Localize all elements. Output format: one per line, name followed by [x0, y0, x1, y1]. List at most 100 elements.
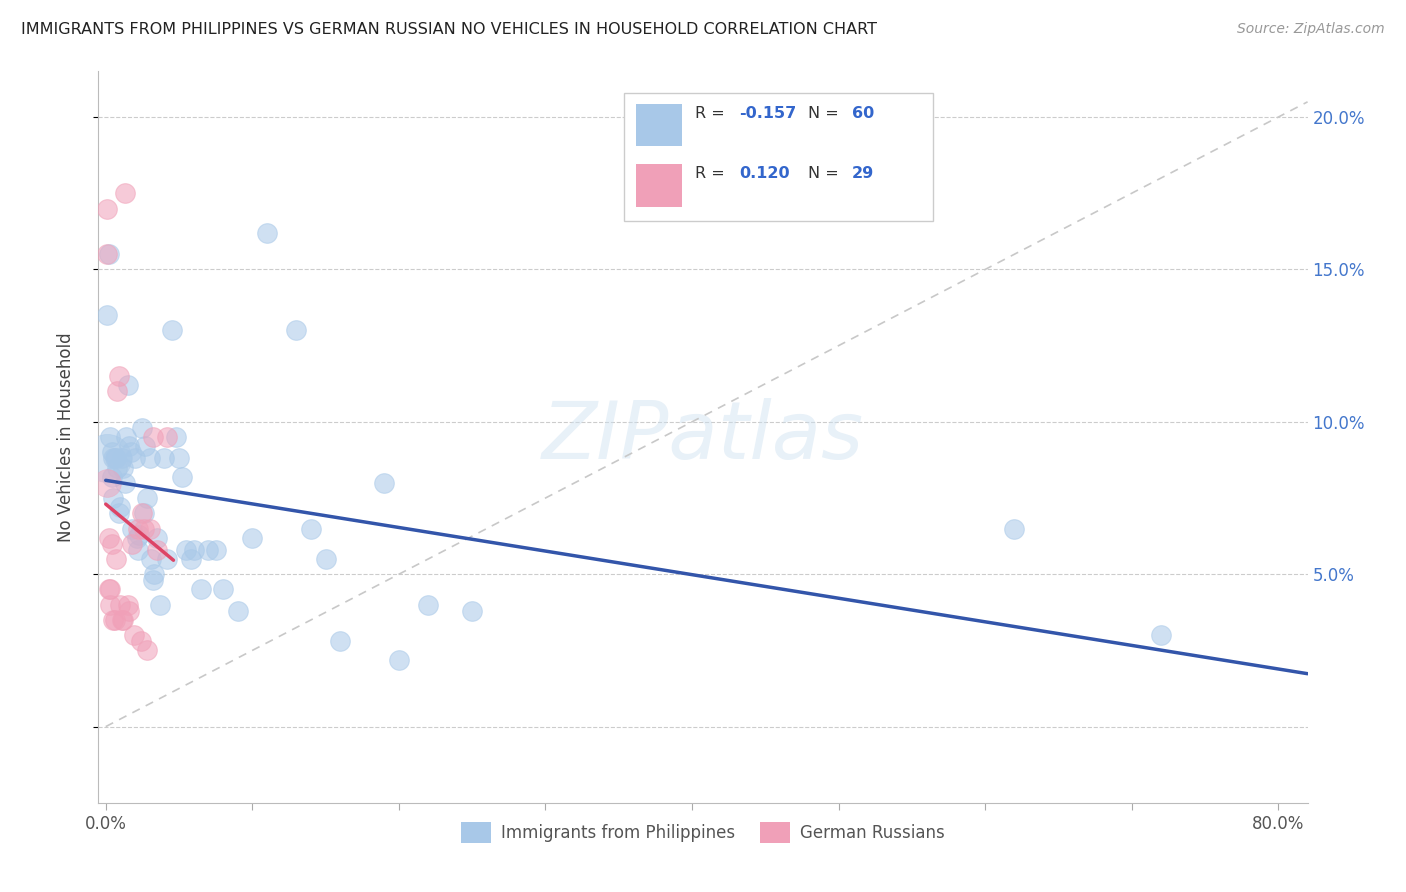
Point — [176, 542, 198, 557]
Point — [197, 542, 219, 557]
Point — [103, 613, 125, 627]
Point — [461, 604, 484, 618]
Point — [97, 247, 120, 261]
Point — [131, 506, 153, 520]
Point — [108, 369, 131, 384]
Text: 60: 60 — [852, 106, 875, 121]
Point — [418, 598, 440, 612]
Point — [190, 582, 212, 597]
Point — [108, 506, 131, 520]
Text: N =: N = — [808, 106, 844, 121]
Point — [160, 323, 183, 337]
Text: IMMIGRANTS FROM PHILIPPINES VS GERMAN RUSSIAN NO VEHICLES IN HOUSEHOLD CORRELATI: IMMIGRANTS FROM PHILIPPINES VS GERMAN RU… — [21, 22, 877, 37]
Point — [212, 582, 235, 597]
Point — [204, 542, 226, 557]
Point — [105, 552, 128, 566]
Point — [100, 537, 122, 551]
Point — [97, 531, 120, 545]
Point — [138, 521, 160, 535]
Point — [111, 613, 134, 627]
Point — [107, 384, 129, 399]
Point — [315, 552, 337, 566]
Point — [240, 531, 263, 545]
Point — [373, 475, 395, 490]
Point — [110, 500, 132, 515]
Point — [112, 613, 135, 627]
Text: -0.157: -0.157 — [740, 106, 797, 121]
Point — [127, 521, 149, 535]
Point — [149, 598, 172, 612]
Point — [96, 308, 118, 322]
Point — [101, 613, 124, 627]
Point — [98, 430, 121, 444]
Point — [118, 604, 141, 618]
Text: R =: R = — [695, 106, 730, 121]
Point — [100, 469, 122, 483]
Point — [256, 226, 278, 240]
Point — [115, 430, 138, 444]
Point — [117, 378, 139, 392]
Point — [329, 634, 352, 648]
Point — [103, 451, 125, 466]
Point — [96, 451, 118, 466]
Point — [132, 521, 155, 535]
Point — [146, 531, 169, 545]
Text: 29: 29 — [852, 166, 875, 181]
Point — [1004, 521, 1026, 535]
Point — [96, 475, 118, 490]
Text: R =: R = — [695, 166, 734, 181]
FancyBboxPatch shape — [624, 94, 932, 221]
Point — [132, 506, 155, 520]
Point — [100, 445, 122, 459]
Point — [153, 451, 176, 466]
Point — [121, 537, 143, 551]
Point — [134, 439, 156, 453]
Point — [183, 542, 205, 557]
Point — [111, 451, 134, 466]
Point — [299, 521, 322, 535]
Text: 0.120: 0.120 — [740, 166, 790, 181]
Point — [121, 521, 143, 535]
Point — [226, 604, 249, 618]
Point — [117, 598, 139, 612]
Point — [112, 460, 135, 475]
Text: ZIPatlas: ZIPatlas — [541, 398, 865, 476]
Point — [156, 430, 179, 444]
Point — [127, 542, 149, 557]
Text: Source: ZipAtlas.com: Source: ZipAtlas.com — [1237, 22, 1385, 37]
Point — [124, 451, 146, 466]
Point — [107, 460, 129, 475]
Point — [98, 598, 121, 612]
Point — [96, 247, 118, 261]
Point — [114, 475, 136, 490]
Point — [122, 628, 145, 642]
Legend: Immigrants from Philippines, German Russians: Immigrants from Philippines, German Russ… — [454, 815, 952, 849]
Point — [156, 552, 179, 566]
Point — [170, 469, 193, 483]
Point — [129, 634, 152, 648]
Point — [120, 445, 142, 459]
Point — [180, 552, 202, 566]
Point — [118, 439, 141, 453]
Point — [138, 451, 160, 466]
Point — [96, 202, 118, 216]
Text: N =: N = — [808, 166, 844, 181]
Point — [128, 527, 150, 541]
Point — [135, 491, 157, 505]
Point — [141, 552, 163, 566]
Point — [143, 567, 166, 582]
Point — [167, 451, 190, 466]
Point — [388, 652, 411, 666]
Point — [285, 323, 308, 337]
Point — [1150, 628, 1173, 642]
Point — [146, 542, 169, 557]
Point — [125, 531, 148, 545]
Point — [98, 582, 121, 597]
Point — [101, 451, 124, 466]
Point — [114, 186, 136, 201]
Point — [142, 574, 165, 588]
Point — [97, 582, 120, 597]
Point — [135, 643, 157, 657]
FancyBboxPatch shape — [637, 103, 682, 146]
Point — [165, 430, 187, 444]
